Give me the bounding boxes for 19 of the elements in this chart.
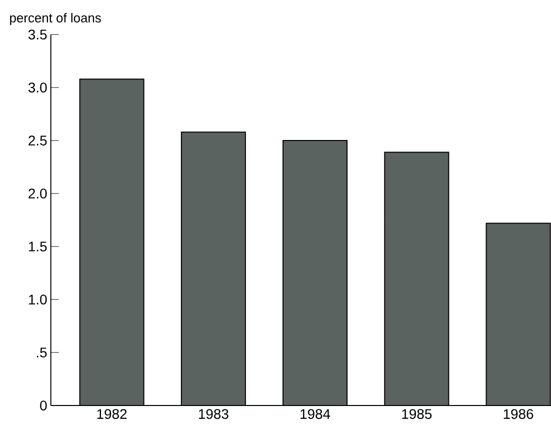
y-axis-title: percent of loans [10,12,101,26]
y-tick-label: 2.0 [28,188,47,198]
bar [486,222,551,406]
x-tick-label: 1984 [300,409,330,419]
y-tick-label: 1.0 [28,294,47,304]
y-tick-label: 1.5 [28,242,47,252]
bar [181,132,246,406]
x-tick-label: 1985 [402,409,432,419]
bar [283,140,348,406]
y-tick-label: 0 [40,400,47,410]
y-tick-label: 3.0 [28,82,47,92]
y-tick-label: 2.5 [28,136,47,146]
y-tick-label: .5 [36,348,47,358]
x-tick-label: 1986 [504,409,534,419]
x-tick-label: 1982 [97,409,127,419]
bar [80,79,144,406]
y-tick-label: 3.5 [28,30,47,40]
x-tick-label: 1983 [198,409,228,419]
bar [384,152,449,406]
